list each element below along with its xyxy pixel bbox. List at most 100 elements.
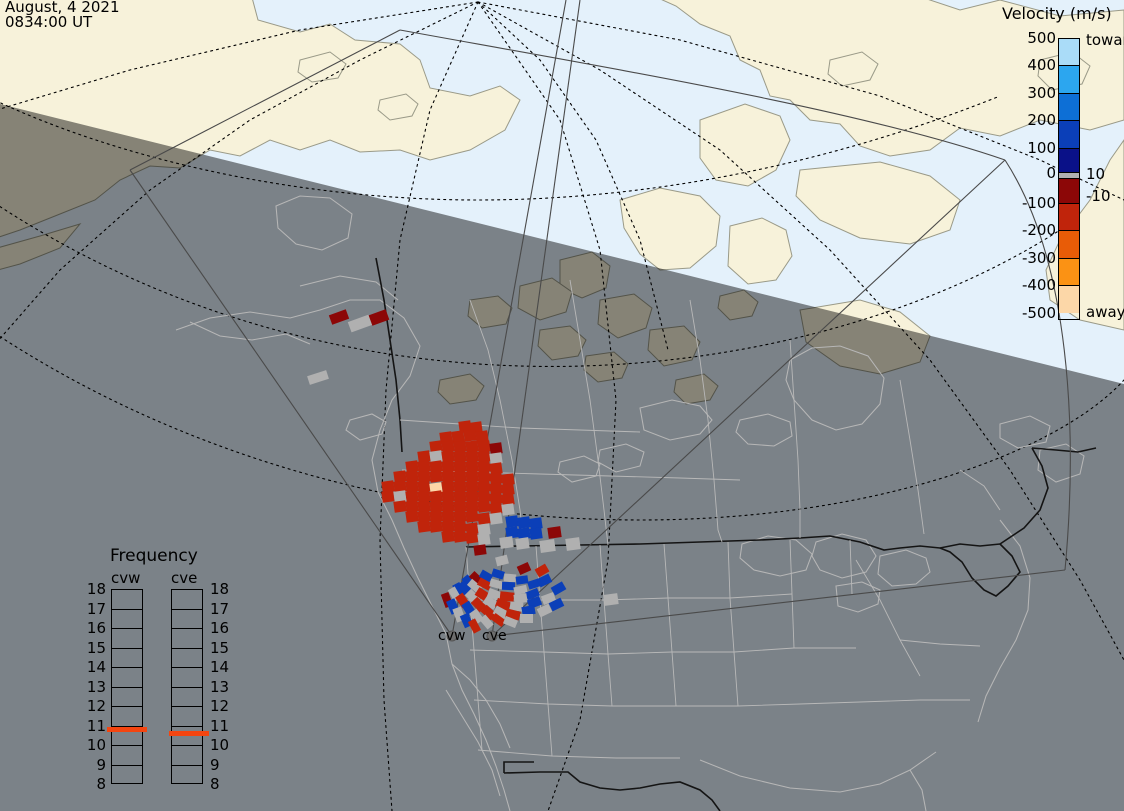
frequency-cell [172, 746, 202, 766]
velocity-cell [429, 520, 443, 533]
velocity-tick--300: -300 [1021, 248, 1056, 267]
frequency-cell [172, 590, 202, 610]
velocity-cell [489, 442, 503, 455]
velocity-cell [453, 490, 467, 503]
velocity-cell [501, 493, 515, 506]
velocity-cell [417, 520, 431, 533]
velocity-tick--100: -100 [1021, 193, 1056, 212]
velocity-cell [477, 440, 491, 453]
velocity-cell [516, 561, 532, 576]
velocity-cell [470, 596, 487, 613]
velocity-cell [529, 517, 543, 530]
velocity-cell [513, 593, 528, 604]
velocity-cell [441, 480, 455, 493]
velocity-cell [482, 595, 499, 610]
velocity-cell [489, 452, 503, 465]
frequency-scale-label-17: 17 [210, 599, 230, 618]
velocity-band--250 [1059, 231, 1079, 259]
velocity-cell [453, 460, 467, 473]
radar-fov-outlines [129, 0, 1071, 637]
velocity-cell [441, 500, 455, 513]
velocity-cell [491, 568, 505, 580]
frequency-cell [112, 668, 142, 688]
velocity-cell [477, 533, 491, 546]
velocity-cell [517, 516, 531, 529]
velocity-cell [381, 490, 395, 503]
frequency-scale-label-13: 13 [210, 677, 230, 696]
velocity-band--350 [1059, 258, 1079, 286]
velocity-band-450 [1059, 39, 1079, 67]
velocity-cell [489, 502, 503, 515]
velocity-cell [489, 512, 503, 525]
frequency-scale-label-11: 11 [86, 716, 106, 735]
velocity-cell [465, 510, 479, 523]
frequency-cell [112, 746, 142, 766]
velocity-cell [429, 460, 443, 473]
velocity-cell [503, 573, 517, 583]
velocity-cell [501, 473, 515, 486]
radar-site-label-cve: cve [482, 628, 507, 644]
velocity-tick-500: 500 [1027, 29, 1056, 47]
velocity-cell [515, 575, 529, 585]
velocity-band--150 [1059, 203, 1079, 232]
velocity-cell [539, 539, 556, 553]
velocity-cell [477, 450, 491, 463]
velocity-cell [429, 470, 443, 483]
frequency-cell [172, 766, 202, 786]
frequency-scale-label-10: 10 [210, 736, 230, 754]
frequency-cell [112, 766, 142, 786]
velocity-cell [501, 581, 516, 591]
velocity-cell [417, 470, 431, 483]
velocity-cell [328, 309, 350, 325]
velocity-cell [524, 587, 541, 601]
velocity-cell [477, 490, 491, 503]
velocity-cell [453, 480, 467, 493]
frequency-scale-label-12: 12 [210, 697, 230, 715]
velocity-cell [505, 526, 519, 539]
velocity-band-350 [1059, 66, 1079, 94]
velocity-tick--400: -400 [1021, 276, 1056, 295]
velocity-cell [453, 510, 467, 523]
velocity-cell [536, 603, 553, 618]
velocity-cell [441, 440, 455, 453]
velocity-cell [439, 431, 453, 444]
velocity-cell [517, 527, 531, 540]
radar-site-label-cvw: cvw [438, 628, 466, 644]
frequency-cell [172, 707, 202, 727]
velocity-cell [429, 440, 443, 453]
frequency-marker-cvw [107, 727, 147, 733]
state-province-borders [399, 279, 981, 759]
frequency-scale-label-15: 15 [210, 638, 230, 657]
velocity-cell [477, 500, 491, 513]
frequency-cell [112, 649, 142, 668]
velocity-cell [441, 510, 455, 523]
velocity-toward-label: toward [1086, 31, 1124, 49]
frequency-scale-label-14: 14 [86, 658, 106, 676]
frequency-cell [172, 727, 202, 746]
frequency-scale-label-16: 16 [86, 619, 106, 637]
velocity-inner-positive-label: 10 [1086, 165, 1106, 183]
velocity-cell [405, 480, 419, 493]
velocity-cell [489, 472, 503, 485]
frequency-cell [112, 727, 142, 746]
velocity-cell [473, 544, 487, 556]
velocity-cell [465, 460, 479, 473]
velocity-tick-400: 400 [1027, 56, 1056, 75]
velocity-tick-200: 200 [1027, 111, 1056, 130]
velocity-cell [547, 526, 562, 539]
velocity-cell [417, 510, 431, 523]
velocity-cell [393, 490, 407, 503]
frequency-legend-title: Frequency [110, 546, 198, 566]
frequency-scale-label-12: 12 [86, 697, 106, 715]
frequency-marker-cve [169, 731, 209, 737]
velocity-cell [489, 578, 504, 590]
velocity-colorbar-panel: Velocity (m/s) 500 400 300 200 100 0 -100 -200 -… [1002, 4, 1124, 334]
velocity-cell [490, 612, 507, 628]
frequency-bar-cve [171, 589, 203, 784]
velocity-cell [515, 537, 530, 550]
velocity-cell [521, 604, 536, 617]
velocity-cell [527, 578, 541, 590]
velocity-cell [417, 500, 431, 513]
velocity-band-50 [1059, 148, 1079, 174]
frequency-legend-panel: Frequency cvw cve 18 18 17 17 16 16 15 15 14 14 13… [78, 546, 254, 793]
